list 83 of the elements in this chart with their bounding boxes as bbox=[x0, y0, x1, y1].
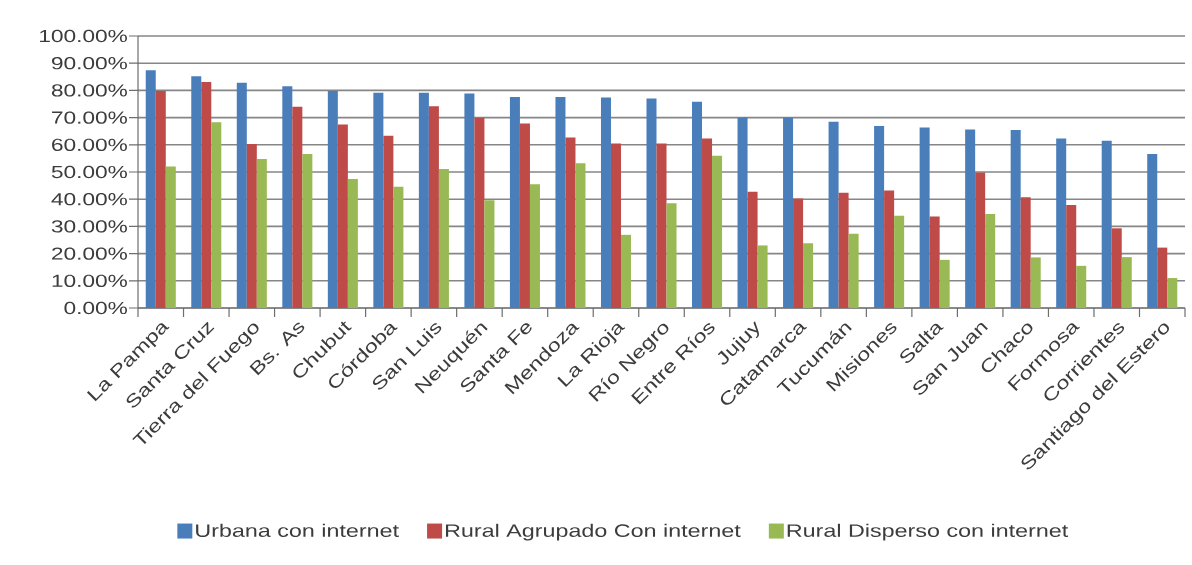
bar bbox=[884, 190, 895, 308]
bar bbox=[838, 192, 849, 308]
legend-label: Rural Agrupado Con internet bbox=[445, 523, 741, 541]
bar bbox=[803, 243, 814, 308]
y-tick-label: 80.00% bbox=[51, 84, 127, 97]
bar bbox=[828, 121, 839, 308]
y-tick-label: 20.00% bbox=[52, 247, 127, 260]
bar bbox=[1066, 204, 1077, 308]
bar bbox=[347, 179, 358, 308]
bar bbox=[712, 155, 723, 308]
y-tick-label: 50.00% bbox=[51, 165, 127, 179]
bar bbox=[737, 117, 748, 308]
bar bbox=[965, 129, 976, 308]
bar bbox=[1101, 140, 1112, 308]
bar bbox=[373, 92, 384, 308]
bar bbox=[474, 117, 485, 308]
bar bbox=[894, 215, 905, 308]
bar bbox=[757, 245, 768, 308]
bar bbox=[874, 126, 885, 308]
bar bbox=[464, 93, 475, 308]
bar bbox=[438, 169, 449, 308]
bar bbox=[747, 191, 758, 308]
bar bbox=[848, 233, 859, 308]
bar bbox=[191, 76, 202, 308]
bar bbox=[155, 90, 166, 308]
bar bbox=[783, 117, 794, 308]
bar bbox=[201, 81, 212, 308]
bar bbox=[282, 86, 293, 308]
bar bbox=[1121, 257, 1132, 308]
bar bbox=[1147, 154, 1158, 308]
y-tick-label: 10.00% bbox=[52, 274, 127, 287]
bar bbox=[246, 143, 257, 308]
bar bbox=[1076, 265, 1087, 308]
bar bbox=[555, 96, 566, 308]
bar bbox=[666, 203, 677, 308]
y-tick-label: 100.00% bbox=[40, 29, 127, 43]
bar bbox=[575, 163, 586, 308]
y-tick-label: 40.00% bbox=[51, 193, 127, 206]
bar bbox=[1157, 247, 1168, 308]
bar bbox=[793, 198, 804, 308]
bar bbox=[393, 186, 404, 308]
bar bbox=[929, 216, 940, 308]
bar bbox=[939, 259, 950, 308]
bar bbox=[383, 135, 394, 308]
bar bbox=[529, 184, 540, 308]
bar bbox=[1010, 130, 1021, 308]
bar bbox=[620, 234, 632, 308]
bar bbox=[565, 137, 576, 308]
bar bbox=[484, 200, 495, 308]
legend-label: Urbana con internet bbox=[196, 523, 399, 537]
y-tick-label: 30.00% bbox=[51, 220, 127, 233]
y-tick-label: 70.00% bbox=[52, 111, 127, 124]
bar bbox=[646, 98, 657, 308]
bar bbox=[236, 82, 247, 308]
bar bbox=[418, 92, 429, 308]
bar bbox=[509, 96, 520, 308]
bar bbox=[1056, 138, 1067, 308]
bar bbox=[337, 124, 348, 308]
bar bbox=[702, 138, 713, 308]
bar bbox=[985, 213, 996, 308]
y-tick-label: 0.00% bbox=[64, 301, 127, 315]
bar bbox=[692, 101, 703, 308]
bar bbox=[519, 123, 530, 308]
bar bbox=[1111, 228, 1122, 308]
y-tick-label: 90.00% bbox=[51, 57, 127, 70]
bar bbox=[1030, 257, 1041, 308]
bar bbox=[145, 70, 156, 308]
bar bbox=[292, 106, 303, 308]
bar bbox=[919, 127, 930, 308]
bar bbox=[1167, 278, 1178, 308]
bar bbox=[656, 143, 667, 308]
y-tick-label: 60.00% bbox=[52, 138, 127, 151]
bar bbox=[600, 97, 611, 308]
bar bbox=[211, 122, 222, 308]
bar bbox=[327, 90, 338, 308]
bar bbox=[302, 154, 313, 308]
legend-label: Rural Disperso con internet bbox=[787, 523, 1069, 541]
bar bbox=[975, 172, 986, 308]
bar bbox=[1020, 197, 1031, 308]
bar bbox=[610, 143, 621, 308]
bar bbox=[165, 166, 176, 308]
bar bbox=[256, 158, 267, 308]
bar bbox=[428, 106, 439, 308]
